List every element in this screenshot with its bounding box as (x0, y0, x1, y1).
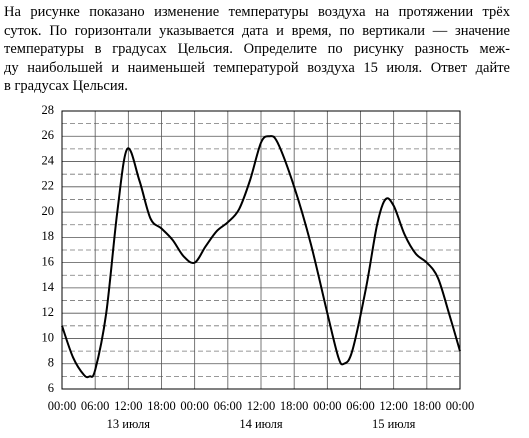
y-tick-label: 16 (42, 255, 55, 269)
y-tick-label: 8 (48, 356, 54, 370)
day-label: 15 июля (372, 417, 416, 431)
temperature-line (61, 135, 461, 379)
x-tick-label: 18:00 (147, 399, 175, 413)
text-line: суток. По горизонтали указывается дата и… (4, 22, 510, 39)
plot-frame (61, 110, 461, 390)
y-tick-label: 22 (42, 179, 55, 193)
text-line: в градусах Цельсия. (4, 78, 128, 94)
y-tick-label: 12 (42, 305, 55, 319)
x-tick-label: 12:00 (379, 399, 407, 413)
y-tick-label: 20 (42, 204, 55, 218)
text-line: ду наибольшей и наименьшей температурой … (4, 59, 510, 76)
y-tick-label: 26 (42, 128, 55, 142)
x-tick-label: 06:00 (214, 399, 242, 413)
x-tick-label: 18:00 (413, 399, 441, 413)
x-tick-label: 12:00 (114, 399, 142, 413)
text-line: температуры в градусах Цельсия. Определи… (4, 41, 510, 57)
day-label: 13 июля (107, 417, 151, 431)
y-tick-label: 14 (42, 280, 55, 294)
x-tick-label: 12:00 (247, 399, 275, 413)
y-tick-label: 28 (42, 103, 55, 117)
y-tick-label: 10 (42, 330, 55, 344)
x-tick-label: 06:00 (346, 399, 374, 413)
x-tick-label: 18:00 (280, 399, 308, 413)
text-line: На рисунке показано изменение температур… (4, 4, 510, 20)
x-tick-label: 00:00 (446, 399, 474, 413)
y-tick-label: 18 (42, 229, 55, 243)
x-tick-label: 00:00 (180, 399, 208, 413)
x-tick-label: 06:00 (81, 399, 109, 413)
x-tick-label: 00:00 (313, 399, 341, 413)
y-tick-label: 6 (48, 381, 54, 395)
y-tick-label: 24 (42, 153, 55, 167)
day-label: 14 июля (239, 417, 283, 431)
x-tick-label: 00:00 (48, 399, 76, 413)
